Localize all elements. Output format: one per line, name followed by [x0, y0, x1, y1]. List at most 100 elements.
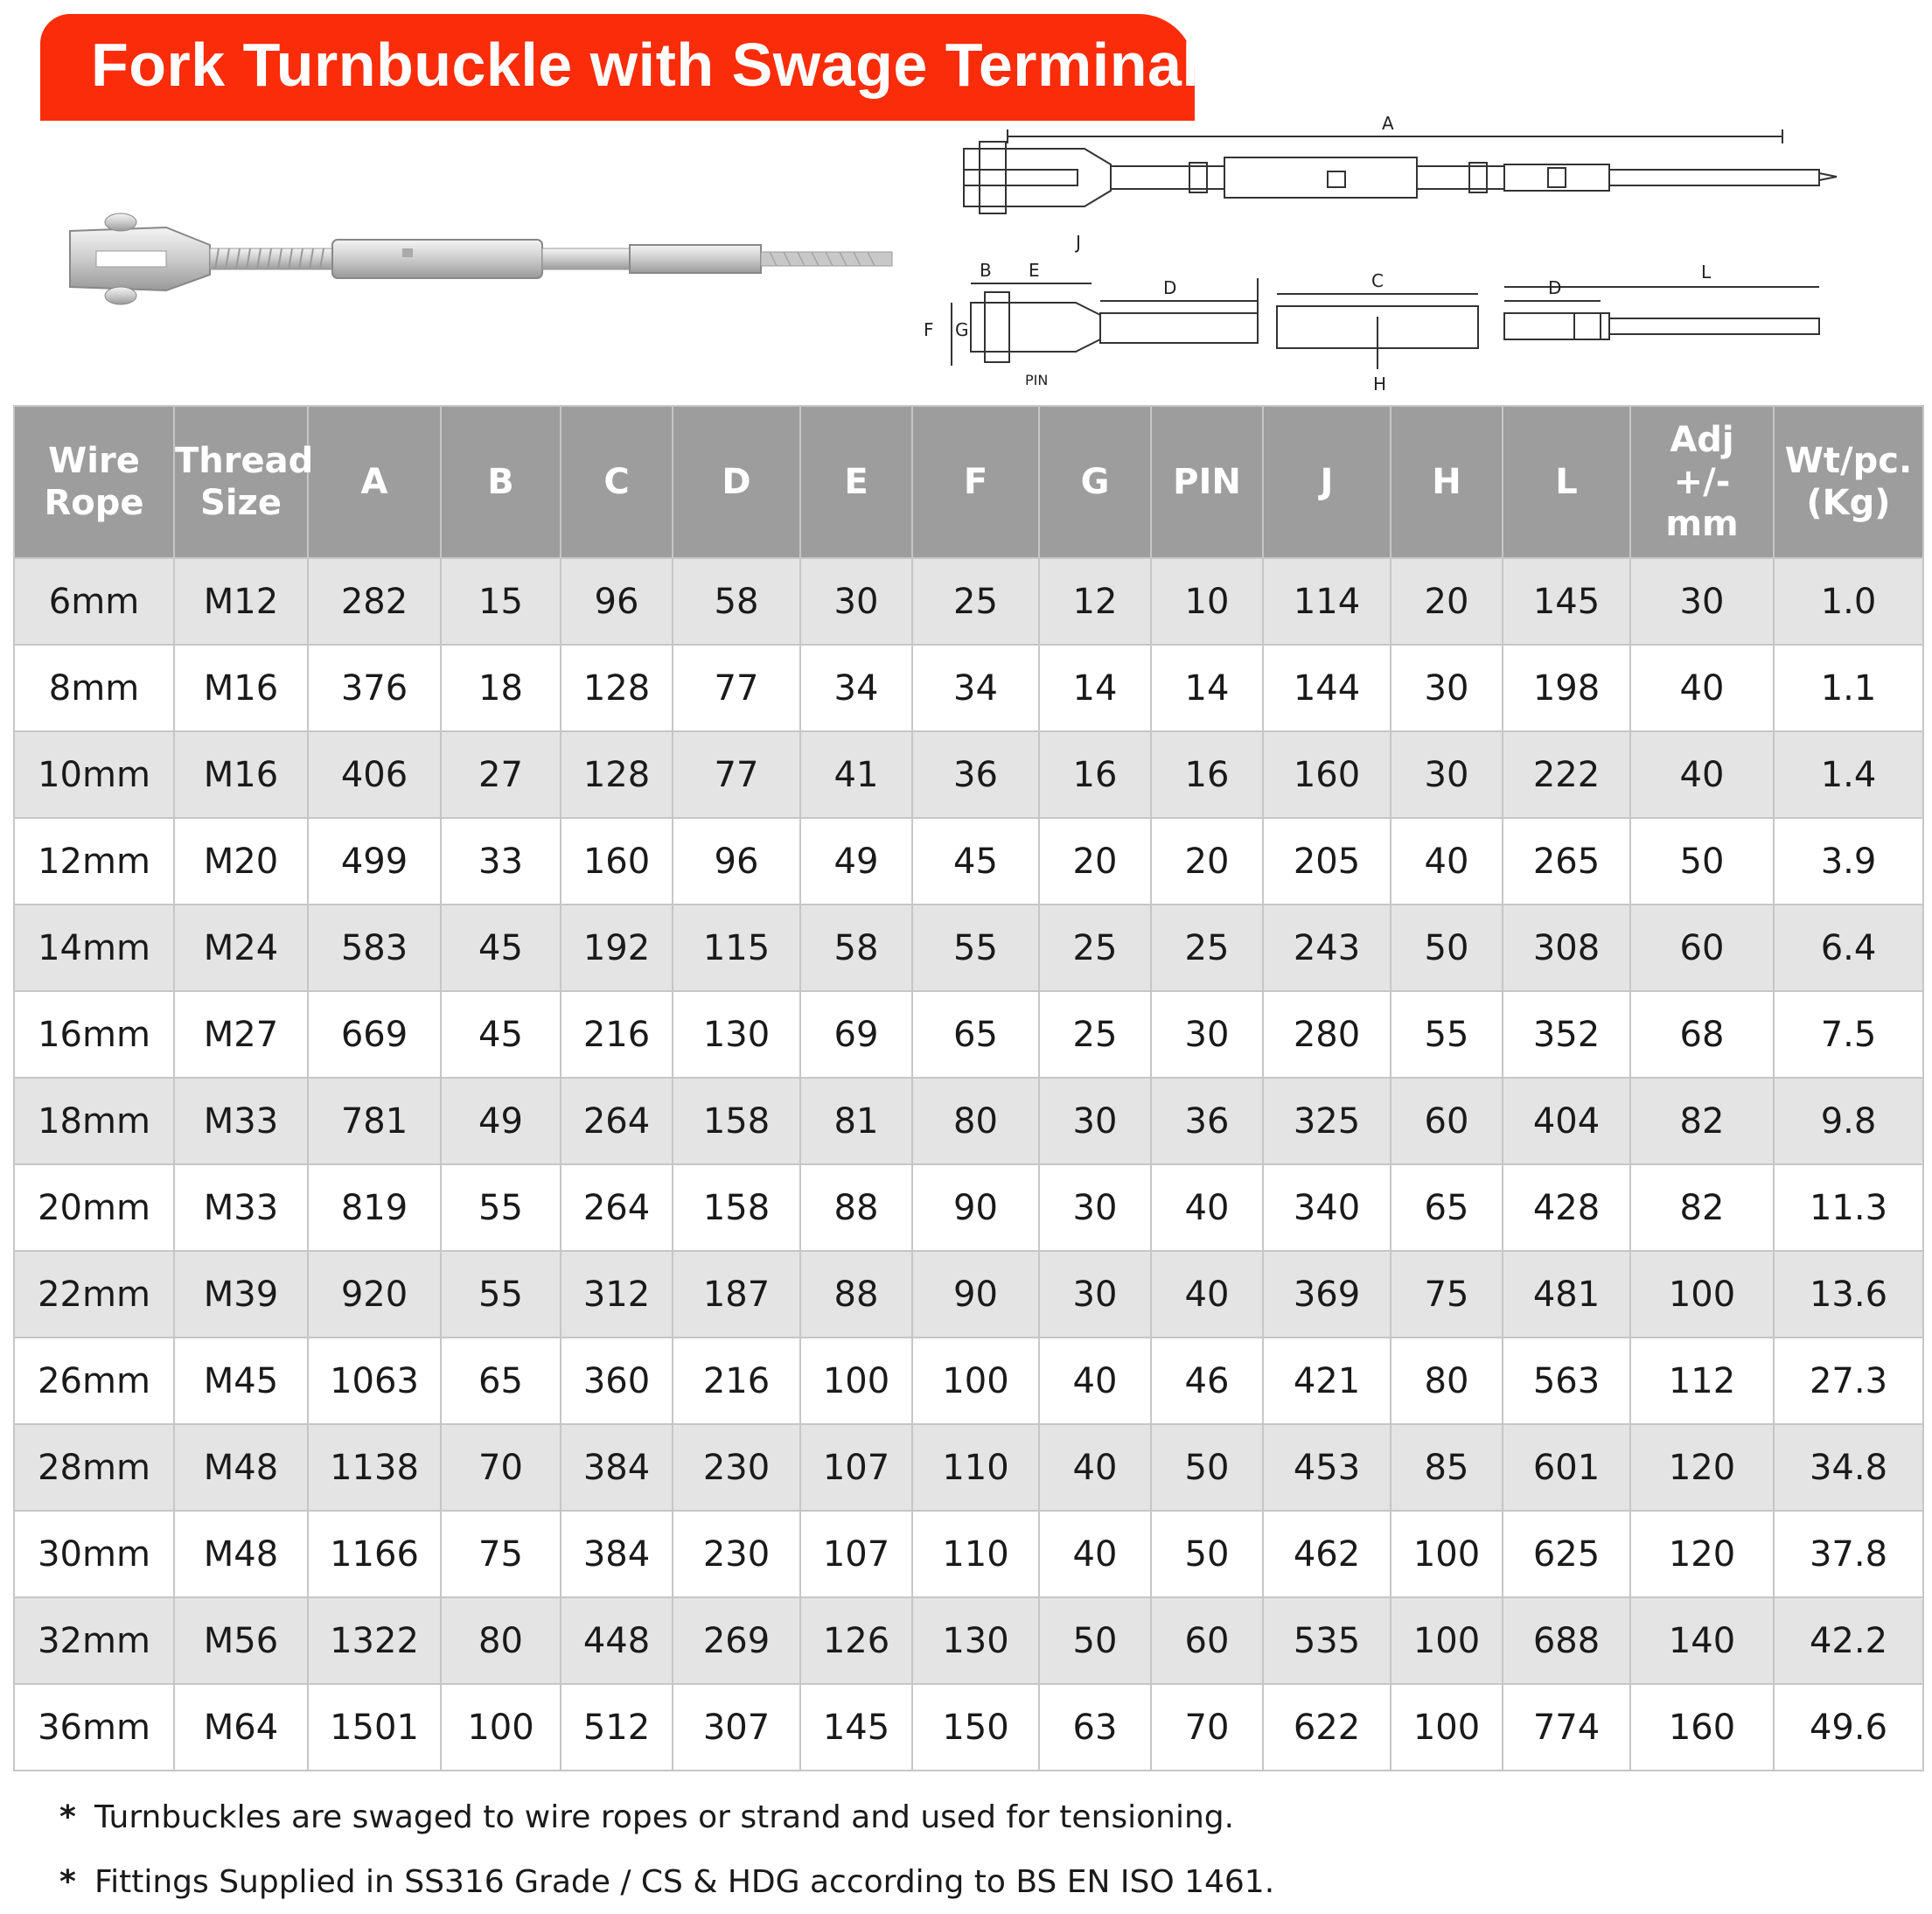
- table-cell: 3.9: [1773, 817, 1924, 905]
- table-cell: M48: [173, 1510, 309, 1598]
- table-cell: 75: [440, 1510, 561, 1598]
- table-cell: 25: [1038, 904, 1152, 992]
- table-cell: 82: [1629, 1077, 1775, 1165]
- table-body: 6mm M12 282 15 96 58 30 25 12 10 114 20 145 30 1.0 8mm M…: [13, 557, 1924, 1771]
- table-cell: 30: [1629, 557, 1775, 646]
- table-cell: 216: [560, 990, 673, 1079]
- table-cell: 30: [1038, 1163, 1152, 1252]
- table-cell: 481: [1502, 1250, 1631, 1338]
- table-cell: 120: [1629, 1423, 1775, 1512]
- table-cell: 230: [672, 1423, 801, 1512]
- table-cell: 30: [1390, 644, 1503, 732]
- table-cell: 421: [1262, 1337, 1391, 1425]
- table-cell: 45: [440, 990, 561, 1079]
- table-cell: 144: [1262, 644, 1391, 732]
- table-cell: 55: [440, 1250, 561, 1338]
- table-cell: 100: [799, 1337, 913, 1425]
- table-cell: 100: [1629, 1250, 1775, 1338]
- column-header-line: B: [487, 462, 514, 502]
- table-cell: 369: [1262, 1250, 1391, 1338]
- table-cell: 14: [1038, 644, 1152, 732]
- table-cell: 15: [440, 557, 561, 646]
- table-cell: 40: [1038, 1510, 1152, 1598]
- table-cell: 46: [1150, 1337, 1264, 1425]
- table-cell: 42.2: [1773, 1596, 1924, 1685]
- table-cell: 140: [1629, 1596, 1775, 1685]
- table-cell: 75: [1390, 1250, 1503, 1338]
- table-row: 22mm M39 920 55 312 187 88 90 30 40 369 75 481 100 13.…: [13, 1250, 1924, 1338]
- table-cell: 6.4: [1773, 904, 1924, 992]
- table-cell: 448: [560, 1596, 673, 1685]
- table-cell: 65: [440, 1337, 561, 1425]
- table-cell: 22mm: [13, 1250, 175, 1338]
- table-cell: 20: [1390, 557, 1503, 646]
- table-cell: M27: [173, 990, 309, 1079]
- table-cell: 45: [911, 817, 1040, 905]
- table-cell: 107: [799, 1423, 913, 1512]
- column-header-line: Wt/pc.: [1784, 441, 1913, 481]
- table-cell: 65: [1390, 1163, 1503, 1252]
- table-cell: M20: [173, 817, 309, 905]
- table-cell: 10: [1150, 557, 1264, 646]
- table-cell: 12mm: [13, 817, 175, 905]
- table-cell: 192: [560, 904, 673, 992]
- table-cell: 8mm: [13, 644, 175, 732]
- table-cell: 669: [307, 990, 442, 1079]
- table-cell: 10mm: [13, 730, 175, 819]
- table-cell: 40: [1150, 1163, 1264, 1252]
- table-cell: 37.8: [1773, 1510, 1924, 1598]
- table-cell: 308: [1502, 904, 1631, 992]
- dim-label-d2: D: [1548, 277, 1561, 298]
- table-cell: 1.1: [1773, 644, 1924, 732]
- column-header: Wt/pc. (Kg): [1773, 405, 1924, 559]
- table-cell: 40: [1038, 1423, 1152, 1512]
- table-cell: 622: [1262, 1683, 1391, 1771]
- table-cell: 90: [911, 1250, 1040, 1338]
- dim-label-d1: D: [1163, 277, 1176, 298]
- table-cell: 63: [1038, 1683, 1152, 1771]
- table-cell: 55: [1390, 990, 1503, 1079]
- column-header-line: PIN: [1173, 462, 1241, 502]
- table-cell: 1.0: [1773, 557, 1924, 646]
- table-row: 36mm M64 1501 100 512 307 145 150 63 70 622 100 774 1…: [13, 1683, 1924, 1771]
- table-row: 28mm M48 1138 70 384 230 107 110 40 50 453 85 601 120…: [13, 1423, 1924, 1512]
- column-header-line: H: [1432, 462, 1461, 502]
- table-cell: 280: [1262, 990, 1391, 1079]
- column-header-line: Thread: [175, 441, 314, 481]
- table-cell: 920: [307, 1250, 442, 1338]
- column-header: C: [560, 405, 673, 559]
- table-cell: 14mm: [13, 904, 175, 992]
- table-cell: 27: [440, 730, 561, 819]
- table-cell: 269: [672, 1596, 801, 1685]
- table-cell: 12: [1038, 557, 1152, 646]
- table-cell: 96: [672, 817, 801, 905]
- table-cell: 160: [560, 817, 673, 905]
- table-row: 32mm M56 1322 80 448 269 126 130 50 60 535 100 688 14…: [13, 1596, 1924, 1685]
- footnotes: * Turnbuckles are swaged to wire ropes o…: [59, 1785, 1274, 1914]
- column-header: E: [799, 405, 913, 559]
- table-cell: 230: [672, 1510, 801, 1598]
- table-cell: M64: [173, 1683, 309, 1771]
- table-cell: 243: [1262, 904, 1391, 992]
- table-cell: 40: [1038, 1337, 1152, 1425]
- table-cell: 36: [1150, 1077, 1264, 1165]
- table-cell: 58: [799, 904, 913, 992]
- table-cell: 100: [1390, 1510, 1503, 1598]
- table-cell: 130: [911, 1596, 1040, 1685]
- table-cell: 499: [307, 817, 442, 905]
- table-cell: 80: [1390, 1337, 1503, 1425]
- table-cell: 128: [560, 644, 673, 732]
- table-cell: 819: [307, 1163, 442, 1252]
- table-cell: 49: [440, 1077, 561, 1165]
- table-cell: 120: [1629, 1510, 1775, 1598]
- table-cell: 81: [799, 1077, 913, 1165]
- table-row: 16mm M27 669 45 216 130 69 65 25 30 280 55 352 68 7.5: [13, 990, 1924, 1079]
- table-cell: 85: [1390, 1423, 1503, 1512]
- table-cell: 128: [560, 730, 673, 819]
- table-cell: M16: [173, 730, 309, 819]
- column-header: F: [911, 405, 1040, 559]
- table-cell: 7.5: [1773, 990, 1924, 1079]
- table-cell: 13.6: [1773, 1250, 1924, 1338]
- table-cell: 1.4: [1773, 730, 1924, 819]
- table-cell: 114: [1262, 557, 1391, 646]
